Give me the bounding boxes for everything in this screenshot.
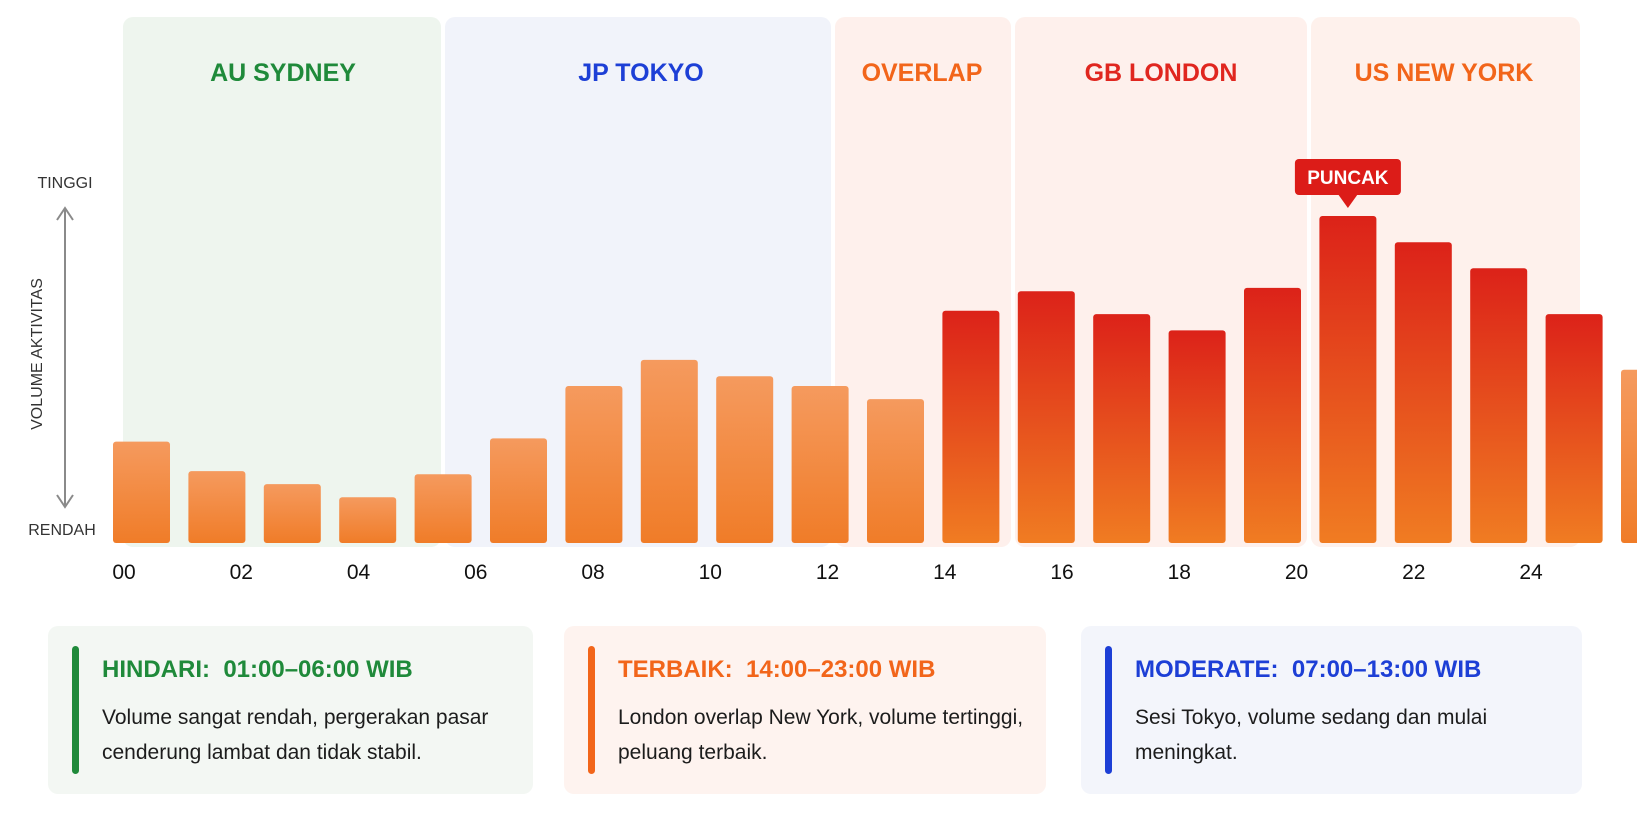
card-description: Volume sangat rendah, pergerakan pasar c… — [102, 706, 489, 764]
bar-hour-8 — [716, 376, 774, 543]
bar-hour-9 — [791, 386, 849, 543]
peak-marker: PUNCAK — [1294, 159, 1401, 208]
bar-hour-5 — [490, 438, 547, 543]
peak-pointer — [1337, 194, 1358, 208]
x-tick-label: 20 — [1285, 561, 1308, 584]
x-tick-label: 00 — [112, 561, 135, 584]
card-accent-bar — [1105, 646, 1112, 774]
x-tick-label: 10 — [699, 561, 722, 584]
session-label-london: GB LONDON — [1085, 59, 1238, 87]
bar-hour-11 — [942, 310, 1000, 543]
x-tick-label: 22 — [1402, 561, 1425, 584]
x-tick-label: 04 — [347, 561, 371, 584]
session-label-sydney: AU SYDNEY — [210, 59, 356, 87]
card-description: London overlap New York, volume tertingg… — [618, 706, 1024, 764]
session-label-tokyo: JP TOKYO — [578, 59, 704, 87]
bar-hour-13 — [1093, 314, 1151, 543]
x-tick-label: 24 — [1519, 561, 1543, 584]
x-tick-label: 06 — [464, 561, 487, 584]
bar-hour-18 — [1470, 268, 1528, 543]
bar-hour-10 — [867, 399, 924, 543]
bar-hour-7 — [640, 359, 698, 543]
y-axis-title: VOLUME AKTIVITAS — [29, 278, 46, 430]
card-title: HINDARI: 01:00–06:00 WIB — [102, 656, 413, 683]
bar-hour-6 — [565, 386, 623, 543]
x-tick-label: 14 — [933, 561, 957, 584]
bar-hour-15 — [1244, 287, 1301, 543]
x-tick-label: 12 — [816, 561, 839, 584]
info-card-1: HINDARI: 01:00–06:00 WIB Volume sangat re… — [48, 626, 533, 794]
bar-hour-0 — [113, 441, 170, 543]
bar-hour-20 — [1621, 369, 1637, 543]
y-low-label: RENDAH — [28, 522, 96, 539]
card-title: TERBAIK: 14:00–23:00 WIB — [618, 656, 936, 683]
peak-label: PUNCAK — [1307, 168, 1389, 189]
session-band-london — [1015, 17, 1307, 547]
x-tick-label: 18 — [1168, 561, 1191, 584]
card-description: Sesi Tokyo, volume sedang dan mulai meni… — [1135, 706, 1488, 764]
bar-hour-12 — [1017, 291, 1075, 543]
bar-hour-19 — [1545, 314, 1603, 543]
bar-hour-2 — [263, 484, 321, 543]
bar-hour-17 — [1394, 242, 1452, 543]
info-card-3: MODERATE: 07:00–13:00 WIB Sesi Tokyo, vol… — [1081, 626, 1582, 794]
info-card-2: TERBAIK: 14:00–23:00 WIB London overlap N… — [564, 626, 1046, 794]
card-accent-bar — [72, 646, 79, 774]
bar-hour-3 — [339, 497, 397, 543]
session-band-sydney — [123, 17, 441, 547]
bar-hour-16 — [1319, 216, 1377, 543]
card-title: MODERATE: 07:00–13:00 WIB — [1135, 656, 1482, 683]
card-accent-bar — [588, 646, 595, 774]
y-axis-arrow — [56, 206, 74, 509]
bar-hour-4 — [414, 474, 472, 543]
x-tick-label: 08 — [581, 561, 604, 584]
bar-hour-1 — [188, 471, 246, 543]
session-volume-chart: AU SYDNEY JP TOKYO OVERLAP GB LONDON US … — [28, 17, 1637, 584]
x-tick-label: 16 — [1050, 561, 1073, 584]
session-label-newyork: US NEW YORK — [1355, 59, 1534, 87]
y-high-label: TINGGI — [37, 175, 92, 192]
session-label-overlap: OVERLAP — [862, 59, 983, 87]
bar-hour-14 — [1168, 330, 1226, 543]
peak-label-box — [1294, 159, 1401, 195]
x-tick-label: 02 — [230, 561, 253, 584]
